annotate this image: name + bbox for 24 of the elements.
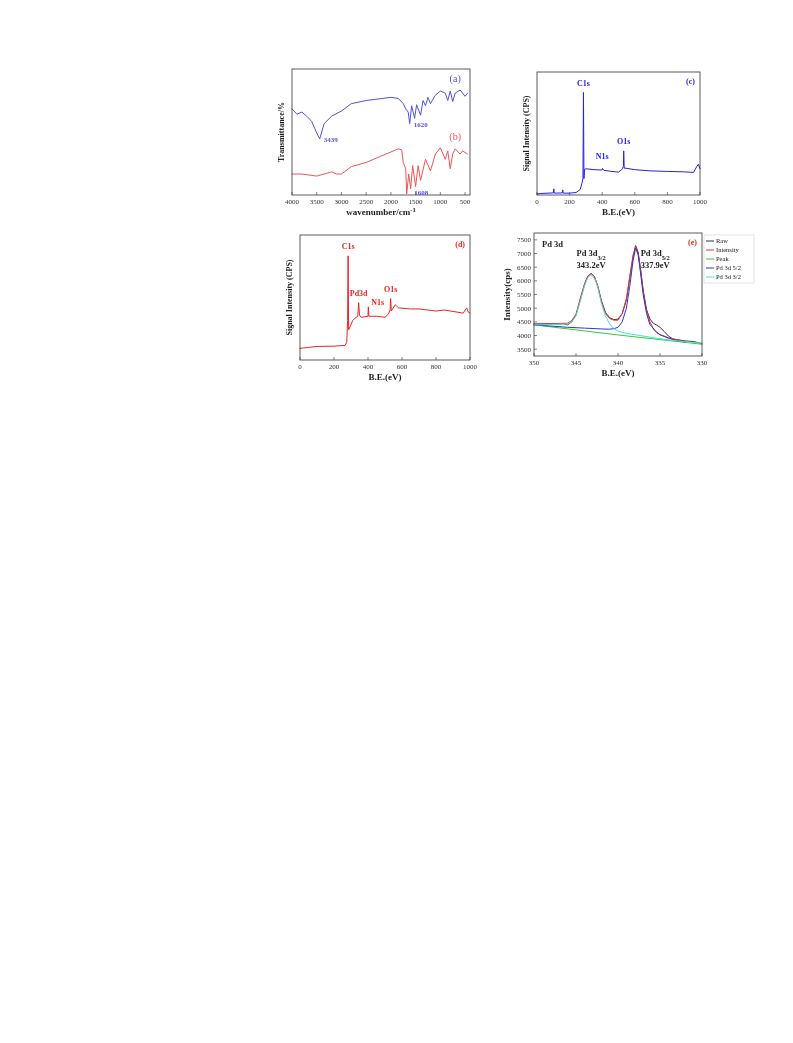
- x-axis-title: wavenumber/cm$^{-1}$: [346, 205, 417, 217]
- annotation: N1s: [371, 297, 385, 307]
- annotation: N1s: [595, 152, 609, 162]
- annotation: O1s: [383, 284, 398, 294]
- annotation: Pd 3d$_{5/2}$ 337.9eV: [640, 247, 671, 270]
- annotation: O1s: [617, 136, 631, 146]
- y-axis-title: Intensity(cps): [502, 268, 512, 321]
- annotation: (e): [688, 238, 698, 247]
- annotation: Pd 3d$_{3/2}$ 343.2eV: [576, 247, 607, 270]
- x-axis-title: B.E.(eV): [601, 368, 635, 378]
- annotation: C1s: [577, 78, 590, 88]
- text: (d): [455, 240, 466, 249]
- annotation: Pd3d: [349, 288, 369, 298]
- y-axis-title: Transmittance/%: [277, 102, 286, 162]
- x-axis-title: B.E.(eV): [368, 372, 402, 382]
- y-axis-title: Signal Intensity (CPS): [522, 95, 531, 172]
- x-axis-title: B.E.(eV): [602, 207, 635, 217]
- annotation: C1s: [341, 241, 355, 251]
- annotation: Pd 3d: [542, 239, 564, 249]
- line-series: [533, 274, 703, 344]
- text: (c): [686, 77, 696, 86]
- series-label: (a): [449, 73, 461, 85]
- series-label: (b): [449, 130, 461, 143]
- y-axis-title: Signal Intensity (CPS): [285, 259, 294, 336]
